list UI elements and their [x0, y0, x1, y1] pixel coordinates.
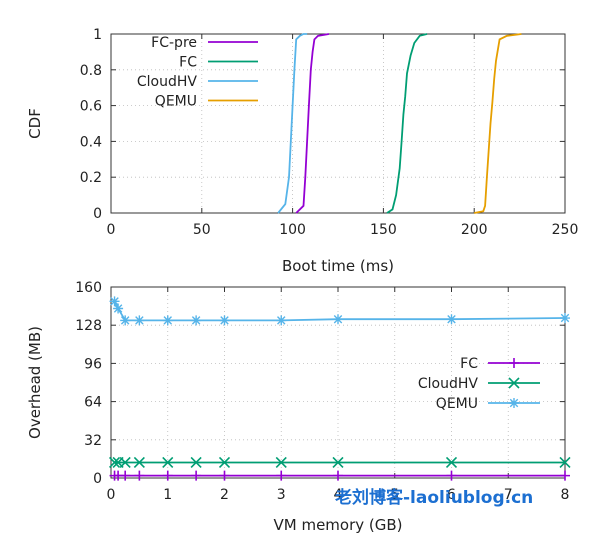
data-point [333, 470, 343, 481]
x-axis-label: Boot time (ms) [282, 257, 394, 275]
x-tick-label: 0 [107, 222, 116, 238]
x-tick-label: 50 [193, 222, 211, 238]
legend-label: CloudHV [137, 74, 198, 90]
data-point [162, 315, 173, 326]
y-tick-label: 0.4 [80, 134, 102, 150]
series-line [474, 33, 522, 214]
series-fc-pre [295, 33, 330, 214]
data-point [120, 470, 131, 481]
series-line [386, 33, 428, 214]
x-tick-label: 4 [334, 487, 343, 503]
data-point [275, 456, 287, 469]
data-point [509, 398, 519, 408]
data-point [109, 296, 120, 307]
series-cloudhv [108, 456, 571, 469]
chart-2: 0 1 2 3 4 5 6 7 8 0 32 64 96 128 160 VM memory (GB) Over… [26, 280, 571, 534]
series-qemu [474, 33, 522, 214]
x-tick-label: 5 [390, 487, 399, 503]
data-point [191, 315, 202, 326]
watermark-text: 老刘博客-laoliublog.cn [334, 487, 533, 508]
x-tick-label: 7 [504, 487, 513, 503]
x-tick-label: 8 [561, 487, 570, 503]
series-line [277, 33, 308, 214]
data-point [162, 470, 173, 481]
series-line [295, 33, 330, 214]
legend-label: CloudHV [418, 376, 479, 392]
y-tick-label: 0 [93, 471, 102, 487]
y-tick-label: 160 [75, 280, 102, 296]
data-point [559, 456, 571, 469]
y-tick-label: 96 [84, 356, 102, 372]
y-tick-label: 0.6 [80, 99, 102, 115]
data-point [560, 313, 570, 324]
data-point [133, 456, 145, 469]
data-point [560, 470, 570, 481]
data-point [446, 314, 457, 325]
data-point [219, 315, 230, 326]
y-tick-label: 128 [75, 318, 102, 334]
data-point [332, 456, 344, 469]
y-tick-label: 64 [84, 395, 102, 411]
legend-label: QEMU [155, 94, 197, 110]
data-point [120, 315, 131, 326]
data-point [509, 358, 519, 368]
y-tick-label: 1 [93, 27, 102, 43]
y-tick-label: 32 [84, 433, 102, 449]
x-tick-label: 1 [163, 487, 172, 503]
y-tick-label: 0.8 [80, 63, 102, 79]
plot-frame [110, 33, 566, 214]
x-axis-label: VM memory (GB) [273, 516, 402, 534]
y-axis-label: Overhead (MB) [26, 326, 44, 439]
x-tick-label: 200 [461, 222, 488, 238]
data-point [134, 470, 145, 481]
x-tick-label: 6 [447, 487, 456, 503]
series-qemu [109, 296, 570, 326]
x-tick-label: 250 [552, 222, 579, 238]
data-point [108, 456, 121, 469]
data-point [190, 456, 202, 469]
data-point [219, 470, 230, 481]
x-tick-label: 3 [277, 487, 286, 503]
x-tick-label: 0 [107, 487, 116, 503]
data-point [333, 314, 343, 325]
data-point [445, 456, 458, 469]
data-point [162, 456, 174, 469]
legend-label: FC-pre [151, 35, 197, 51]
data-point [113, 303, 124, 314]
chart-1: 0 50 100 150 200 250 0 0.2 0.4 0.6 0.8 1 Boot time (… [26, 27, 578, 275]
legend-label: FC [179, 55, 197, 71]
x-tick-label: 150 [370, 222, 397, 238]
data-point [276, 315, 287, 326]
data-point [191, 470, 202, 481]
data-point [119, 456, 131, 469]
data-point [508, 377, 520, 389]
series-fc [109, 470, 570, 481]
x-tick-label: 100 [279, 222, 306, 238]
series-fc [386, 33, 428, 214]
y-tick-label: 0 [93, 206, 102, 222]
data-point [218, 456, 231, 469]
legend-label: QEMU [436, 396, 478, 412]
legend-label: FC [460, 356, 478, 372]
data-point [134, 315, 145, 326]
y-tick-label: 0.2 [80, 170, 102, 186]
x-tick-label: 2 [220, 487, 229, 503]
data-point [276, 470, 287, 481]
data-point [446, 470, 457, 481]
y-axis-label: CDF [26, 108, 44, 139]
series-cloudhv [277, 33, 308, 214]
